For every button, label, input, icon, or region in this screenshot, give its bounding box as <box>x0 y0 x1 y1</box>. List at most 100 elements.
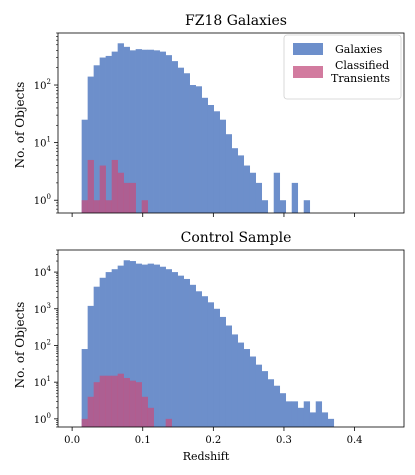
bar-galaxies <box>93 286 100 427</box>
bar-galaxies <box>237 155 245 213</box>
bar-galaxies <box>147 49 154 213</box>
bar-galaxies <box>135 49 142 214</box>
bar-galaxies <box>171 61 178 214</box>
y-ticks: 100 101 102 <box>34 32 58 214</box>
y-axis-label: No. of Objects <box>13 302 27 389</box>
bar-galaxies <box>177 67 184 214</box>
bar-galaxies <box>213 308 220 427</box>
bar-galaxies <box>207 302 214 427</box>
bar-transients <box>123 182 130 213</box>
histogram-bars <box>81 260 335 427</box>
bar-transients <box>87 396 94 427</box>
bar-transients <box>141 200 148 213</box>
bar-galaxies <box>219 316 226 427</box>
bar-galaxies <box>117 43 124 213</box>
y-ticks: 100 101 102 103 104 <box>34 249 58 428</box>
bar-transients <box>117 172 124 213</box>
bar-galaxies <box>135 263 142 427</box>
bar-galaxies <box>273 385 281 427</box>
bar-galaxies <box>201 97 208 213</box>
x-tick-label: 0.0 <box>64 435 80 446</box>
bar-galaxies <box>153 264 160 427</box>
bar-galaxies <box>93 65 100 213</box>
bar-galaxies <box>303 401 311 427</box>
bar-galaxies <box>141 49 148 213</box>
bar-galaxies <box>273 172 281 213</box>
bar-galaxies <box>219 119 226 213</box>
bar-galaxies <box>291 182 299 213</box>
bar-galaxies <box>279 393 287 427</box>
bar-galaxies <box>321 412 329 427</box>
bar-galaxies <box>315 401 323 427</box>
bar-galaxies <box>195 86 202 213</box>
legend-swatch-transients <box>293 66 323 78</box>
bar-galaxies <box>243 165 251 213</box>
bar-transients <box>135 382 142 427</box>
bar-galaxies <box>81 119 88 213</box>
bar-galaxies <box>99 277 106 427</box>
bar-galaxies <box>261 200 269 213</box>
bar-transients <box>93 200 100 213</box>
bar-transients <box>123 377 130 427</box>
bar-galaxies <box>141 264 148 427</box>
bar-galaxies <box>129 261 136 427</box>
bar-galaxies <box>177 275 184 427</box>
x-tick-label: 0.2 <box>205 435 221 446</box>
bar-galaxies <box>159 266 166 427</box>
x-axis-label: Redshift <box>183 450 230 463</box>
bar-galaxies <box>213 111 220 213</box>
bar-transients <box>99 375 106 427</box>
bar-transients <box>111 375 118 427</box>
bar-transients <box>105 375 112 427</box>
x-ticks <box>71 213 355 217</box>
plot-frame <box>57 32 405 214</box>
bar-transients <box>105 200 112 213</box>
legend-label-galaxies: Galaxies <box>335 43 383 56</box>
bar-galaxies <box>285 401 293 427</box>
bar-galaxies <box>183 278 190 427</box>
bar-transients <box>93 382 100 427</box>
bar-galaxies <box>261 371 269 427</box>
bar-galaxies <box>165 269 172 427</box>
y-tick-label: 101 <box>34 375 51 389</box>
bar-galaxies <box>123 46 130 214</box>
y-tick-label: 101 <box>34 136 51 150</box>
bar-galaxies <box>255 364 263 427</box>
bar-galaxies <box>117 265 124 427</box>
bar-galaxies <box>87 305 94 427</box>
bar-transients <box>81 200 88 213</box>
bar-galaxies <box>189 284 196 427</box>
bar-galaxies <box>237 342 245 427</box>
x-tick-label: 0.1 <box>135 435 151 446</box>
bar-galaxies <box>255 182 263 213</box>
legend-label-transients: Classified Transients <box>331 59 393 85</box>
bar-galaxies <box>111 51 118 214</box>
bar-galaxies <box>159 51 166 214</box>
bar-galaxies <box>147 263 154 427</box>
x-tick-label: 0.3 <box>276 435 292 446</box>
plot-frame <box>57 249 405 428</box>
bar-galaxies <box>225 134 232 213</box>
bar-transients <box>111 159 118 213</box>
bar-galaxies <box>207 104 214 213</box>
bar-galaxies <box>183 73 190 213</box>
bar-transients <box>165 418 172 427</box>
bar-galaxies <box>129 50 136 214</box>
bar-galaxies <box>81 349 88 427</box>
chart-title: FZ18 Galaxies <box>185 13 287 29</box>
bar-transients <box>129 380 136 427</box>
y-tick-label: 102 <box>34 78 51 92</box>
y-tick-label: 100 <box>34 193 51 207</box>
bar-transients <box>129 182 136 213</box>
bar-galaxies <box>297 407 305 427</box>
bar-transients <box>87 159 94 213</box>
bar-galaxies <box>87 76 94 213</box>
y-tick-label: 102 <box>34 338 51 352</box>
x-ticks: 0.0 0.1 0.2 0.3 0.4 <box>64 427 363 446</box>
y-tick-label: 100 <box>34 412 51 426</box>
bar-galaxies <box>123 260 130 427</box>
bar-galaxies <box>225 325 232 427</box>
legend: Galaxies Classified Transients <box>283 34 402 100</box>
x-tick-label: 0.4 <box>347 435 363 446</box>
